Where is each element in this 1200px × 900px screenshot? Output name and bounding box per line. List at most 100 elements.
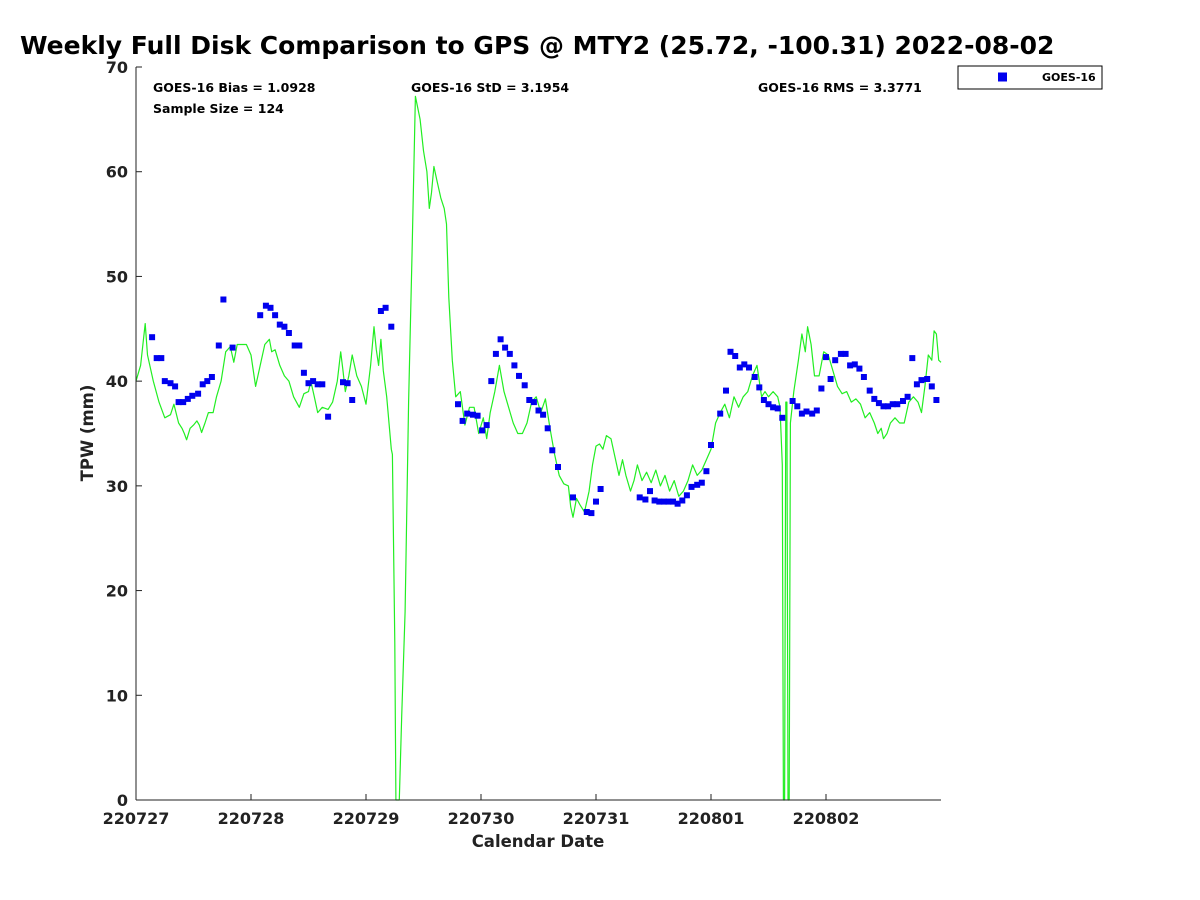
goes16-series bbox=[149, 296, 940, 517]
goes16-point bbox=[291, 342, 298, 349]
goes16-point bbox=[924, 376, 931, 382]
goes16-point bbox=[847, 362, 854, 369]
goes16-point bbox=[894, 401, 901, 408]
goes16-point bbox=[388, 323, 395, 330]
goes16-point bbox=[204, 378, 211, 385]
gps-series bbox=[135, 95, 942, 801]
goes16-point bbox=[670, 498, 676, 505]
goes16-point bbox=[319, 381, 326, 388]
goes16-point bbox=[798, 410, 805, 417]
goes16-point bbox=[540, 411, 547, 418]
x-tick-label: 220730 bbox=[448, 809, 515, 828]
goes16-point bbox=[199, 381, 206, 388]
goes16-point bbox=[521, 382, 528, 389]
goes16-point bbox=[593, 498, 599, 505]
goes16-point bbox=[889, 401, 896, 408]
y-tick-label: 20 bbox=[106, 582, 128, 601]
y-tick-labels: 0 10 20 30 40 50 60 70 bbox=[106, 58, 142, 810]
goes16-point bbox=[549, 447, 556, 454]
goes16-point bbox=[918, 377, 925, 384]
goes16-point bbox=[483, 422, 490, 429]
goes16-point bbox=[215, 342, 222, 349]
x-tick-label: 220727 bbox=[103, 809, 170, 828]
legend-marker-goes16 bbox=[998, 72, 1007, 82]
goes16-point bbox=[660, 498, 667, 505]
goes16-point bbox=[377, 308, 384, 314]
goes16-point bbox=[741, 361, 748, 368]
goes16-point bbox=[683, 492, 690, 499]
goes16-point bbox=[842, 350, 849, 357]
y-tick-label: 30 bbox=[106, 477, 128, 496]
goes16-point bbox=[651, 497, 658, 504]
goes16-point bbox=[184, 395, 191, 402]
goes16-point bbox=[827, 376, 834, 382]
x-tick-label: 220801 bbox=[678, 809, 745, 828]
goes16-point bbox=[665, 498, 672, 505]
goes16-point bbox=[272, 312, 279, 319]
goes16-point bbox=[220, 296, 227, 303]
goes16-point bbox=[257, 312, 264, 319]
y-tick-label: 40 bbox=[106, 372, 128, 391]
goes16-point bbox=[305, 380, 312, 387]
goes16-point bbox=[760, 397, 767, 403]
x-tick-label: 220802 bbox=[793, 809, 860, 828]
goes16-point bbox=[765, 401, 772, 408]
goes16-point bbox=[794, 403, 801, 410]
goes16-point bbox=[344, 380, 351, 387]
goes16-point bbox=[789, 398, 796, 404]
goes16-point bbox=[526, 397, 533, 403]
goes16-point bbox=[267, 304, 274, 311]
goes16-point bbox=[464, 410, 471, 417]
goes16-point bbox=[474, 412, 481, 419]
goes16-point bbox=[875, 400, 882, 407]
goes16-point bbox=[161, 378, 168, 385]
goes16-point bbox=[860, 374, 867, 380]
x-tick-labels: 220727 220728 220729 220730 220731 220801 2208… bbox=[103, 794, 860, 828]
y-tick-label: 60 bbox=[106, 163, 128, 182]
goes16-point bbox=[511, 362, 518, 369]
goes16-point bbox=[349, 397, 356, 403]
goes16-point bbox=[703, 468, 710, 475]
goes16-point bbox=[900, 398, 906, 404]
goes16-point bbox=[195, 390, 202, 397]
legend-box bbox=[957, 65, 1103, 90]
goes16-point bbox=[502, 344, 509, 351]
goes16-point bbox=[933, 397, 940, 403]
goes16-point bbox=[909, 355, 916, 362]
goes16-point bbox=[756, 384, 763, 391]
y-axis-label: TPW (mm) bbox=[78, 385, 97, 482]
plot-area bbox=[135, 67, 942, 801]
goes16-point bbox=[314, 381, 321, 388]
goes16-point bbox=[588, 510, 595, 517]
y-tick-label: 70 bbox=[106, 58, 128, 77]
x-tick-label: 220731 bbox=[563, 809, 630, 828]
goes16-point bbox=[885, 403, 892, 410]
goes16-point bbox=[913, 381, 920, 388]
goes16-point bbox=[688, 483, 695, 490]
goes16-point bbox=[727, 348, 734, 355]
sample-size-stat: Sample Size = 124 bbox=[153, 101, 284, 116]
goes16-point bbox=[497, 336, 504, 343]
goes16-point bbox=[880, 403, 887, 410]
goes16-point bbox=[647, 488, 653, 495]
goes16-point bbox=[479, 427, 486, 434]
goes16-point bbox=[175, 399, 182, 406]
std-stat: GOES-16 StD = 3.1954 bbox=[411, 80, 569, 95]
goes16-point bbox=[746, 364, 752, 371]
goes16-point bbox=[488, 378, 495, 385]
goes16-point bbox=[470, 411, 476, 418]
goes16-point bbox=[770, 404, 777, 411]
goes16-point bbox=[296, 342, 303, 349]
goes16-point bbox=[153, 355, 160, 362]
goes16-point bbox=[717, 410, 724, 417]
goes16-point bbox=[723, 387, 729, 394]
goes16-point bbox=[570, 494, 576, 501]
goes16-point bbox=[708, 442, 714, 448]
chart-title: Weekly Full Disk Comparison to GPS @ MTY… bbox=[20, 31, 1054, 60]
goes16-point bbox=[928, 383, 935, 390]
legend-label-goes16: GOES-16 bbox=[1042, 71, 1096, 84]
goes16-point bbox=[149, 334, 156, 341]
goes16-point bbox=[455, 401, 461, 408]
x-tick-label: 220728 bbox=[218, 809, 285, 828]
